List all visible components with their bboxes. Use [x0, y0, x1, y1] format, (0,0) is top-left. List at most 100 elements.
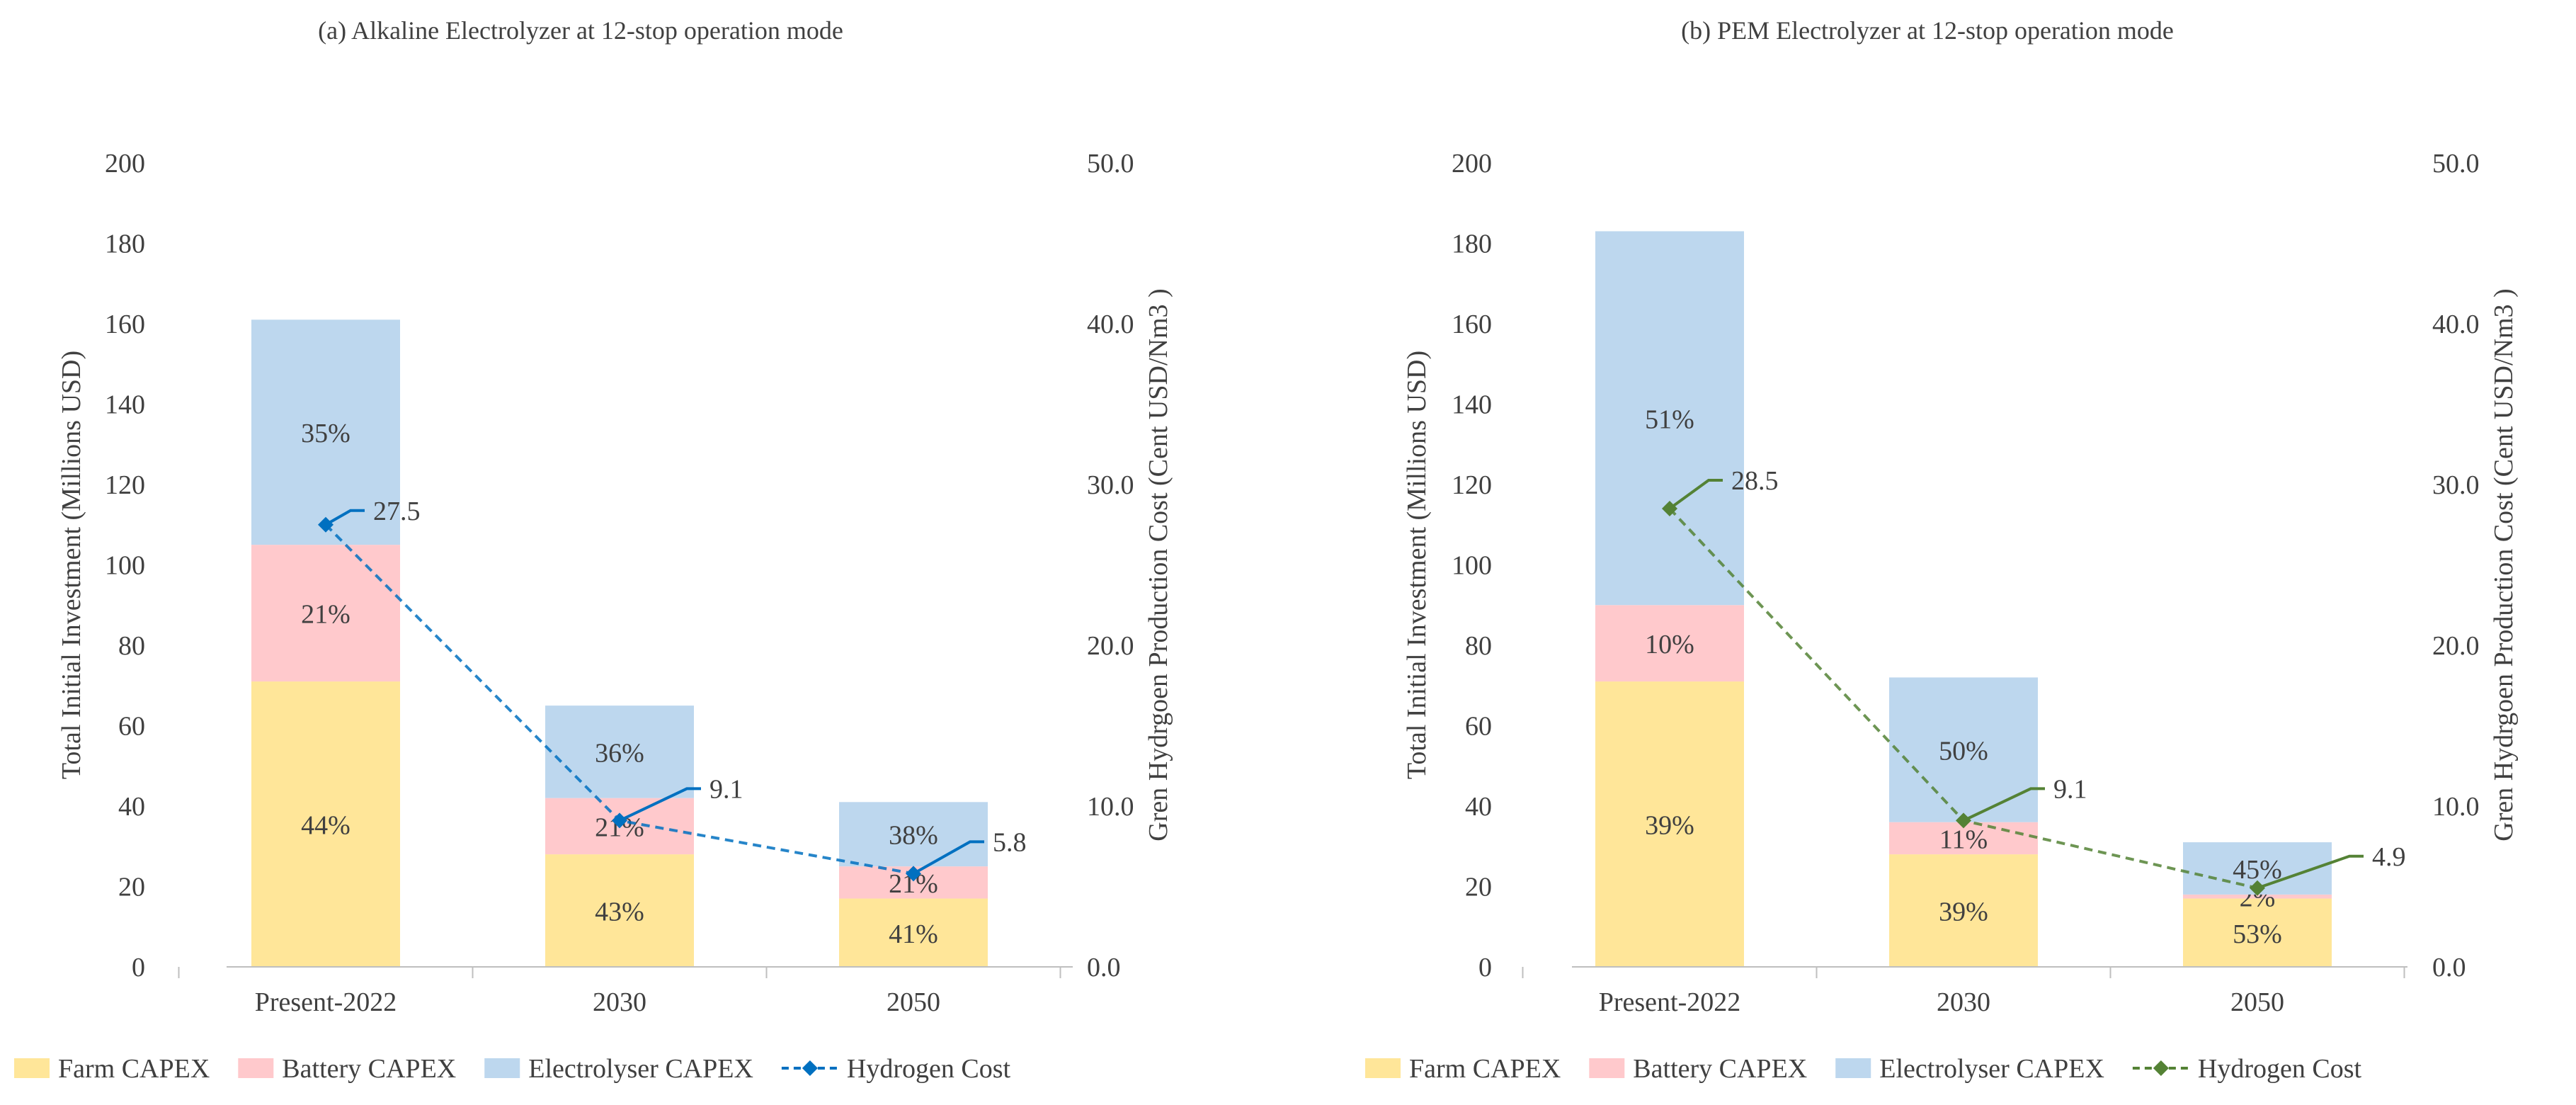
hydrogen-cost-marker: [2250, 880, 2265, 896]
y2-tick-label: 30.0: [2432, 470, 2480, 500]
bar-segment-farm-capex: [2183, 898, 2332, 967]
legend-label: Hydrogen Cost: [847, 1054, 1011, 1084]
data-label-leader: [913, 840, 984, 876]
y2-tick-label: 50.0: [2432, 149, 2480, 178]
bar-segment-battery-capex: [1595, 605, 1744, 682]
data-label-leader: [1668, 479, 1723, 510]
y-tick-label: 180: [1452, 230, 1492, 259]
bar-percent-label: 39%: [1645, 811, 1694, 841]
data-label-leader: [619, 787, 701, 822]
y-tick-label: 0: [132, 953, 145, 982]
hydrogen-cost-marker: [1956, 812, 1971, 829]
y2-tick-label: 0.0: [1087, 953, 1121, 982]
bar-percent-label: 43%: [595, 897, 644, 927]
hydrogen-cost-label: 28.5: [1731, 466, 1779, 496]
y2-tick-label: 0.0: [2432, 953, 2466, 982]
bar-segment-farm-capex: [545, 854, 694, 967]
y2-tick-label: 40.0: [1087, 310, 1134, 339]
chart-title: (a) Alkaline Electrolyzer at 12-stop ope…: [318, 16, 843, 45]
y-tick-label: 120: [105, 470, 145, 500]
y-tick-label: 140: [105, 390, 145, 420]
bar-percent-label: 10%: [1645, 630, 1694, 659]
hydrogen-cost-marker: [906, 866, 921, 882]
bar-segment-electrolyser-capex: [839, 802, 988, 867]
y-tick-label: 20: [118, 873, 145, 902]
x-tick-label: Present-2022: [255, 987, 397, 1017]
bar-percent-label: 35%: [301, 419, 351, 448]
data-label-leader: [1963, 787, 2045, 822]
y2-tick-label: 50.0: [1087, 149, 1134, 178]
legend-swatch: [1589, 1058, 1625, 1078]
hydrogen-cost-marker: [612, 812, 627, 829]
x-tick-label: Present-2022: [1599, 987, 1741, 1017]
legend-swatch: [238, 1058, 274, 1078]
y-axis-title: Total Initial Investment (Millions USD): [57, 351, 86, 779]
bar-segment-battery-capex: [251, 545, 400, 682]
y2-tick-label: 20.0: [1087, 631, 1134, 661]
y2-tick-label: 10.0: [1087, 792, 1134, 822]
hydrogen-cost-marker: [318, 516, 334, 533]
legend-swatch: [1835, 1058, 1871, 1078]
hydrogen-cost-label: 5.8: [993, 827, 1027, 857]
bar-segment-battery-capex: [2183, 894, 2332, 899]
bar-segment-electrolyser-capex: [1595, 231, 1744, 606]
legend-label: Battery CAPEX: [282, 1054, 456, 1084]
hydrogen-cost-label: 27.5: [373, 497, 421, 526]
bar-segment-farm-capex: [1595, 681, 1744, 967]
legend-swatch: [1365, 1058, 1401, 1078]
hydrogen-cost-label: 9.1: [2053, 774, 2087, 804]
y-tick-label: 80: [1465, 631, 1492, 661]
bar-percent-label: 21%: [301, 600, 351, 630]
y-tick-label: 200: [1452, 149, 1492, 178]
y-tick-label: 140: [1452, 390, 1492, 420]
bar-percent-label: 45%: [2233, 855, 2282, 885]
y2-axis-title: Gren Hydrgoen Production Cost (Cent USD/…: [1144, 288, 1173, 841]
legend-label: Electrolyser CAPEX: [1879, 1054, 2104, 1084]
bar-percent-label: 51%: [1645, 404, 1694, 434]
legend-label: Farm CAPEX: [1409, 1054, 1561, 1084]
hydrogen-cost-label: 9.1: [709, 774, 743, 804]
bar-segment-farm-capex: [1889, 854, 2038, 967]
y-tick-label: 160: [105, 310, 145, 339]
legend-line-marker: [802, 1060, 818, 1076]
y2-tick-label: 40.0: [2432, 310, 2480, 339]
y-tick-label: 100: [105, 551, 145, 581]
bar-segment-farm-capex: [839, 898, 988, 967]
chart-title: (b) PEM Electrolyzer at 12-stop operatio…: [1681, 16, 2174, 45]
y-tick-label: 0: [1478, 953, 1492, 982]
y-tick-label: 160: [1452, 310, 1492, 339]
bar-percent-label: 38%: [889, 821, 938, 851]
data-label-leader: [325, 509, 365, 526]
legend-swatch: [484, 1058, 520, 1078]
y-tick-label: 60: [118, 712, 145, 742]
y-tick-label: 100: [1452, 551, 1492, 581]
y-tick-label: 80: [118, 631, 145, 661]
x-tick-label: 2050: [887, 987, 940, 1017]
y2-axis-title: Gren Hydrgoen Production Cost (Cent USD/…: [2489, 288, 2519, 841]
bar-segment-farm-capex: [251, 681, 400, 967]
hydrogen-cost-marker: [1662, 501, 1677, 517]
x-tick-label: 2030: [593, 987, 646, 1017]
y-tick-label: 180: [105, 230, 145, 259]
hydrogen-cost-label: 4.9: [2372, 842, 2406, 872]
bar-percent-label: 50%: [1939, 737, 1988, 766]
legend-label: Electrolyser CAPEX: [528, 1054, 753, 1084]
y-tick-label: 40: [1465, 792, 1492, 822]
legend-label: Farm CAPEX: [58, 1054, 210, 1084]
y2-tick-label: 30.0: [1087, 470, 1134, 500]
bar-percent-label: 44%: [301, 811, 351, 841]
bar-percent-label: 11%: [1939, 824, 1988, 854]
x-tick-label: 2050: [2230, 987, 2284, 1017]
legend-swatch: [14, 1058, 50, 1078]
x-tick-label: 2030: [1937, 987, 1990, 1017]
bar-segment-electrolyser-capex: [251, 319, 400, 545]
data-label-leader: [2257, 854, 2364, 890]
y2-tick-label: 20.0: [2432, 631, 2480, 661]
y-tick-label: 40: [118, 792, 145, 822]
y2-tick-label: 10.0: [2432, 792, 2480, 822]
y-tick-label: 20: [1465, 873, 1492, 902]
bar-percent-label: 36%: [595, 738, 644, 768]
bar-percent-label: 53%: [2233, 919, 2282, 949]
